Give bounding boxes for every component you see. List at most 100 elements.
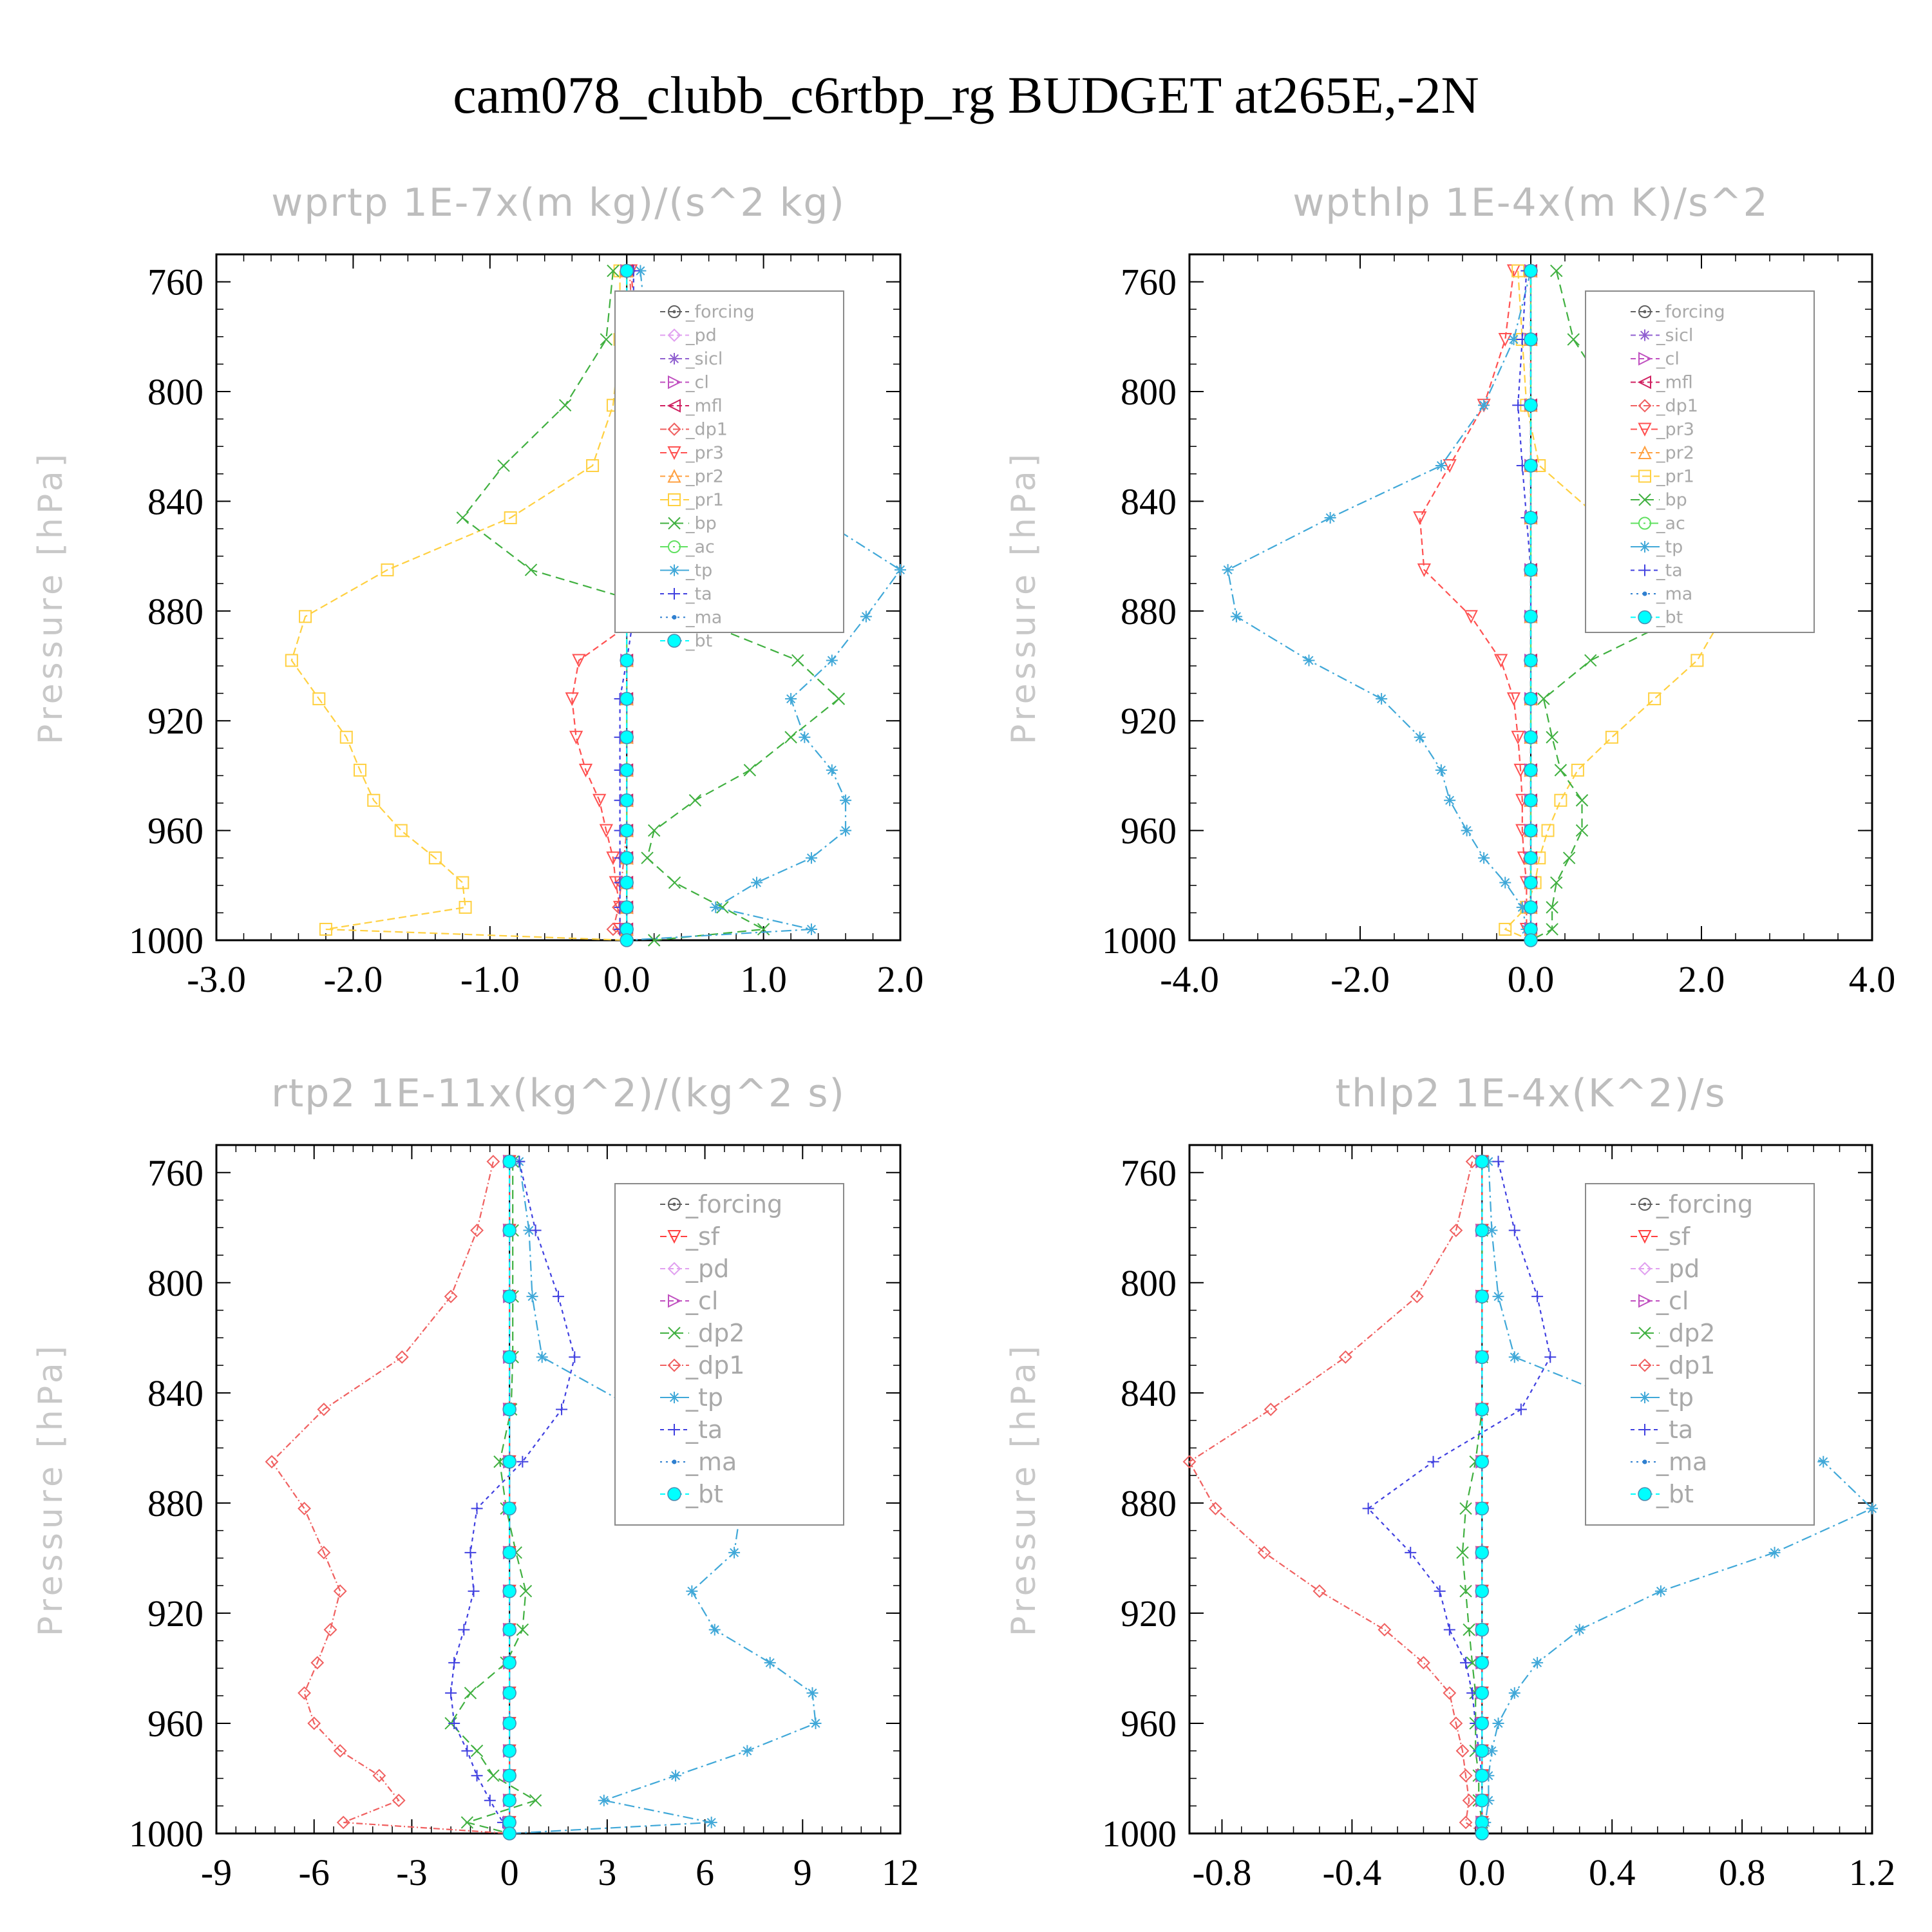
data-point bbox=[1303, 654, 1315, 667]
data-point bbox=[317, 1546, 331, 1560]
data-point bbox=[1524, 900, 1538, 914]
data-point bbox=[1524, 511, 1538, 525]
legend-box bbox=[614, 1183, 844, 1526]
series-group bbox=[1222, 263, 1794, 947]
data-point bbox=[333, 1744, 347, 1758]
data-point bbox=[620, 823, 634, 838]
legend-marker bbox=[668, 1294, 682, 1308]
legend-marker-center bbox=[1643, 310, 1647, 314]
x-tick-label: 0.0 bbox=[603, 958, 650, 1000]
data-point bbox=[265, 1455, 279, 1469]
data-point bbox=[670, 1770, 682, 1782]
legend-marker bbox=[672, 1459, 677, 1464]
data-point bbox=[526, 1291, 538, 1303]
legend-item-ma: _ma bbox=[1631, 584, 1692, 604]
legend-label: _cl bbox=[1656, 1287, 1689, 1315]
data-point bbox=[1546, 901, 1558, 914]
data-point bbox=[1499, 876, 1511, 889]
legend-item-ta: _ta bbox=[660, 1416, 723, 1444]
legend-marker bbox=[667, 1358, 681, 1372]
panels: wprtp 1E-7x(m kg)/(s^2 kg) Pressure [hPa]… bbox=[32, 180, 1895, 1893]
data-point bbox=[395, 1350, 409, 1364]
legend-label: _mfl bbox=[685, 396, 723, 416]
data-point bbox=[805, 923, 817, 935]
y-tick-label: 760 bbox=[147, 261, 204, 303]
legend-marker bbox=[667, 1230, 681, 1244]
data-point bbox=[319, 922, 332, 936]
legend-item-pr3: _pr3 bbox=[1631, 420, 1694, 440]
legend-label: _bt bbox=[685, 1480, 723, 1508]
data-point bbox=[502, 1154, 516, 1169]
legend-marker bbox=[1639, 329, 1651, 341]
legend-label: _bt bbox=[1656, 1480, 1694, 1508]
series-line-dp2 bbox=[450, 1161, 538, 1835]
legend-label: _sicl bbox=[685, 349, 723, 369]
data-point bbox=[586, 459, 600, 473]
legend-item-pr1: _pr1 bbox=[1631, 467, 1694, 487]
legend-box bbox=[1585, 1183, 1815, 1526]
series-line-bp bbox=[461, 270, 840, 942]
data-point bbox=[1494, 654, 1508, 668]
data-point bbox=[1475, 1350, 1490, 1365]
data-point bbox=[1546, 731, 1558, 744]
data-point bbox=[600, 333, 613, 346]
y-tick-label: 920 bbox=[147, 700, 204, 742]
legend-label: _pr3 bbox=[1656, 420, 1694, 440]
y-tick-label: 800 bbox=[147, 371, 204, 413]
x-tick-label: 1.2 bbox=[1849, 1852, 1896, 1893]
data-point bbox=[1405, 1546, 1417, 1558]
legend-marker bbox=[668, 375, 682, 390]
data-point bbox=[620, 730, 634, 744]
legend-marker bbox=[668, 493, 681, 506]
data-point bbox=[502, 1501, 516, 1516]
legend-label: _cl bbox=[685, 1287, 718, 1315]
legend-item-ma: _ma bbox=[1631, 1448, 1707, 1476]
y-ticks: 760 800 840 880 920 960 1000 bbox=[1102, 1144, 1872, 1855]
data-point bbox=[484, 1794, 496, 1806]
panel-1: wprtp 1E-7x(m kg)/(s^2 kg) Pressure [hPa]… bbox=[32, 180, 923, 1000]
data-point bbox=[1524, 823, 1538, 838]
data-point bbox=[470, 1224, 484, 1237]
legend-marker bbox=[1638, 399, 1652, 413]
series-line-tp bbox=[1227, 270, 1532, 941]
legend-label: _tp bbox=[1656, 1383, 1694, 1412]
legend-label: _dp1 bbox=[1656, 396, 1698, 416]
legend-marker bbox=[1642, 591, 1647, 596]
data-point bbox=[1475, 1289, 1490, 1303]
data-point bbox=[394, 824, 408, 837]
legend-label: _ta bbox=[685, 584, 712, 604]
legend-item-mfl: _mfl bbox=[1631, 373, 1693, 393]
data-point bbox=[1508, 1351, 1520, 1363]
data-point bbox=[1460, 1656, 1472, 1669]
data-point bbox=[529, 1224, 542, 1236]
data-point bbox=[1584, 654, 1597, 667]
data-point bbox=[1475, 1402, 1490, 1417]
data-point bbox=[502, 1686, 516, 1700]
series-line-dp1 bbox=[1188, 1161, 1482, 1834]
x-tick-label: -2.0 bbox=[323, 958, 383, 1000]
data-point bbox=[1222, 564, 1234, 576]
data-point bbox=[556, 1403, 568, 1416]
data-point bbox=[1449, 1224, 1463, 1237]
x-tick-label: -3.0 bbox=[187, 958, 246, 1000]
data-point bbox=[668, 876, 681, 889]
data-point bbox=[1768, 1546, 1781, 1558]
legend-item-pr1: _pr1 bbox=[660, 490, 724, 510]
panel-title: thlp2 1E-4x(K^2)/s bbox=[1335, 1071, 1726, 1116]
legend-item-ta: _ta bbox=[1631, 1416, 1693, 1444]
data-point bbox=[598, 1794, 610, 1806]
data-point bbox=[710, 901, 722, 913]
data-point bbox=[502, 1223, 516, 1238]
data-point bbox=[468, 1585, 480, 1597]
data-point bbox=[502, 1716, 516, 1730]
legend-marker bbox=[1638, 1487, 1652, 1501]
data-point bbox=[1475, 1622, 1490, 1637]
x-tick-label: 0 bbox=[500, 1852, 519, 1893]
data-point bbox=[620, 851, 634, 865]
y-ticks: 760 800 840 880 920 960 1000 bbox=[129, 254, 900, 961]
data-point bbox=[445, 1687, 457, 1699]
data-point bbox=[1376, 693, 1388, 705]
legend-marker bbox=[1638, 493, 1651, 506]
legend-marker bbox=[1638, 1358, 1652, 1372]
plot-frame bbox=[215, 253, 902, 942]
